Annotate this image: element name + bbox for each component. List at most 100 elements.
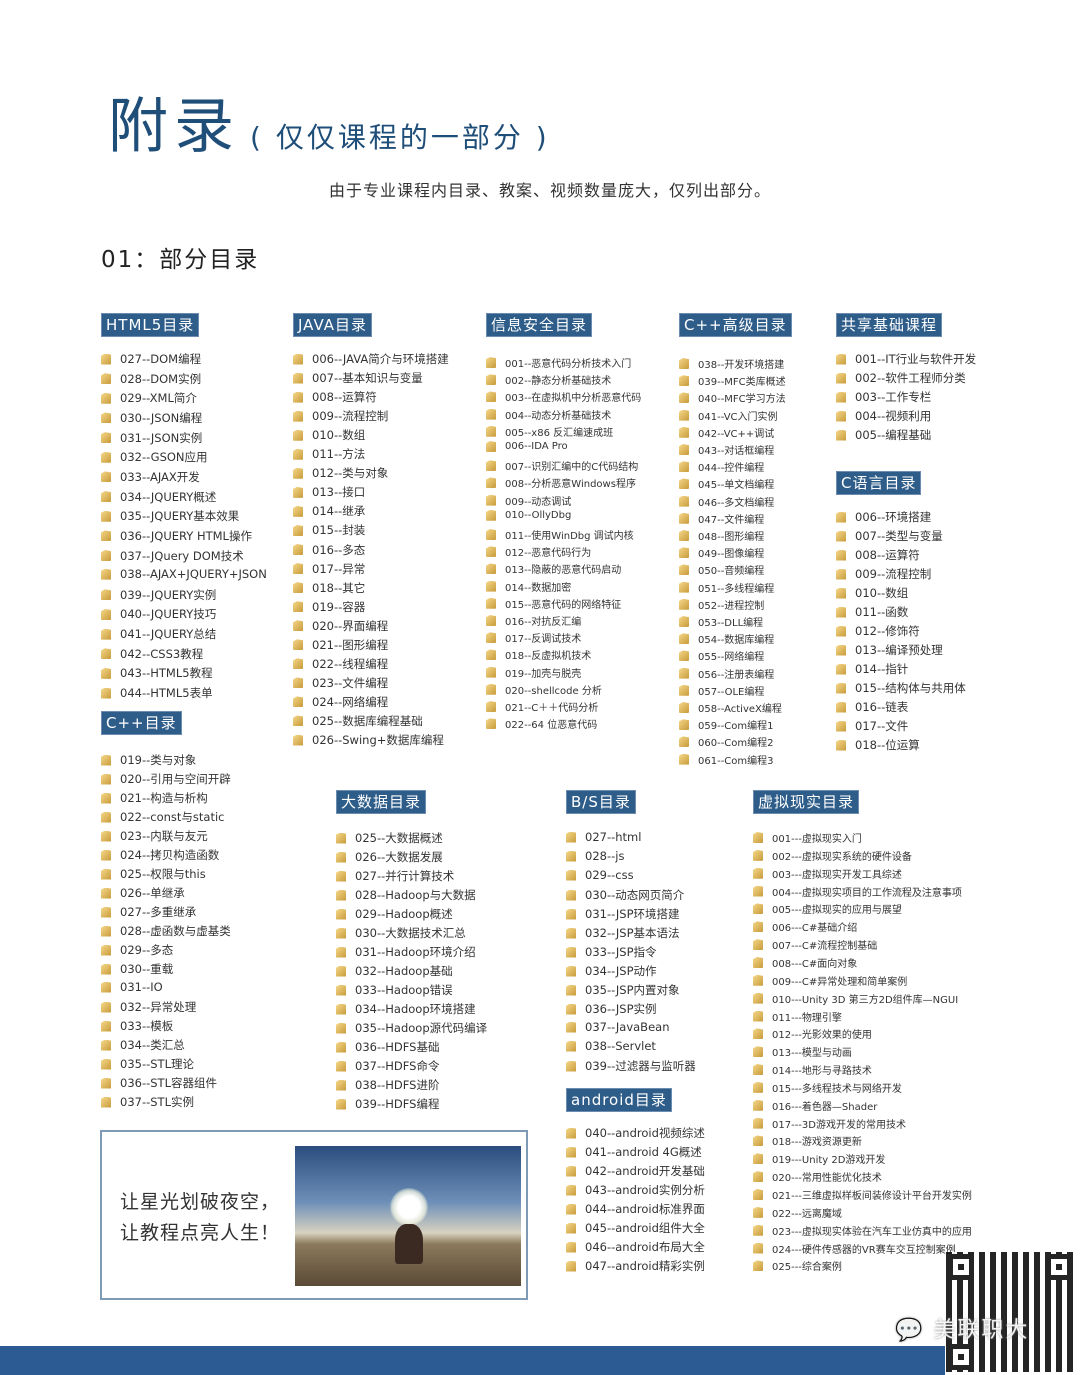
folder-icon bbox=[101, 1096, 111, 1108]
list-item-label: 041--android 4G概述 bbox=[585, 1145, 702, 1159]
list-item: 038--HDFS进阶 bbox=[336, 1077, 439, 1093]
catalog-section: B/S目录 027--html 028--js 029--css 030--动态网页简介… bbox=[566, 790, 696, 1073]
list-item-label: 019--容器 bbox=[312, 599, 366, 614]
folder-icon bbox=[293, 524, 303, 536]
list-item-label: 005---虚拟现实的应用与展望 bbox=[772, 905, 902, 917]
list-item-label: 032--异常处理 bbox=[120, 1000, 197, 1014]
folder-icon bbox=[336, 908, 346, 920]
list-item: 036--JSP实例 bbox=[566, 1001, 657, 1017]
list-item-label: 002---虚拟现实系统的硬件设备 bbox=[772, 851, 912, 863]
list-item-label: 053--DLL编程 bbox=[698, 618, 764, 629]
list-item: 007--识别汇编中的C代码结构 bbox=[486, 458, 638, 473]
list-item-label: 003---虚拟现实开发工具综述 bbox=[772, 869, 902, 881]
catalog-section: C++目录 019--类与对象 020--引用与空间开辟 021--构造与析构 022-… bbox=[101, 711, 231, 1109]
folder-icon bbox=[566, 1040, 576, 1052]
folder-icon bbox=[753, 1081, 763, 1093]
list-item: 021--图形编程 bbox=[293, 637, 388, 653]
list-item: 028--Hadoop与大数据 bbox=[336, 887, 476, 903]
list-item-label: 039--MFC类库概述 bbox=[698, 377, 786, 389]
folder-icon bbox=[486, 683, 496, 695]
folder-icon bbox=[101, 849, 111, 861]
list-item: 023--内联与友元 bbox=[101, 828, 208, 844]
folder-icon bbox=[101, 981, 111, 993]
list-item: 015--恶意代码的网络特征 bbox=[486, 596, 621, 611]
list-item: 030--重载 bbox=[101, 961, 173, 977]
folder-icon bbox=[679, 564, 689, 576]
folder-icon bbox=[753, 1206, 763, 1218]
list-item-label: 034--JQUERY概述 bbox=[120, 489, 217, 504]
catalog-header: JAVA目录 bbox=[293, 313, 373, 337]
list-item-label: 035--JQUERY基本效果 bbox=[120, 509, 240, 524]
list-item-label: 031--IO bbox=[120, 980, 163, 994]
list-item-label: 014--指针 bbox=[855, 662, 909, 676]
list-item: 017---3D游戏开发的常用技术 bbox=[753, 1116, 906, 1131]
list-item-label: 007--基本知识与变量 bbox=[312, 371, 423, 386]
list-item: 061--Com编程3 bbox=[679, 752, 774, 767]
catalog-section: C语言目录 006--环境搭建 007--类型与变量 008--运算符 009--流程控… bbox=[836, 471, 966, 752]
list-item: 021--构造与析构 bbox=[101, 790, 208, 806]
list-item-label: 038--开发环境搭建 bbox=[698, 360, 785, 371]
list-item-label: 045--单文档编程 bbox=[698, 480, 775, 492]
list-item: 013--接口 bbox=[293, 484, 365, 500]
list-item: 041--VC入门实例 bbox=[679, 408, 778, 423]
folder-icon bbox=[753, 1010, 763, 1022]
folder-icon bbox=[753, 939, 763, 951]
list-item-label: 039--过滤器与监听器 bbox=[585, 1059, 696, 1073]
folder-icon bbox=[486, 597, 496, 609]
list-item: 026--Swing+数据库编程 bbox=[293, 732, 444, 748]
folder-icon bbox=[293, 639, 303, 651]
list-item-label: 020--界面编程 bbox=[312, 618, 389, 633]
list-item: 014--数据加密 bbox=[486, 579, 571, 594]
list-item-label: 013--隐蔽的恶意代码启动 bbox=[505, 565, 622, 577]
list-item-label: 026--单继承 bbox=[120, 886, 185, 900]
folder-icon bbox=[566, 927, 576, 939]
list-item: 021---三维虚拟样板间装修设计平台开发实例 bbox=[753, 1187, 972, 1202]
list-item: 043--对话框编程 bbox=[679, 442, 774, 457]
list-item-label: 029--css bbox=[585, 868, 634, 882]
list-item-label: 019--加壳与脱壳 bbox=[505, 668, 582, 680]
list-item-label: 018--位运算 bbox=[855, 738, 920, 752]
list-item: 003--工作专栏 bbox=[836, 389, 931, 405]
list-item: 034--类汇总 bbox=[101, 1037, 185, 1053]
list-item-label: 058--ActiveX编程 bbox=[698, 704, 782, 715]
folder-icon bbox=[753, 832, 763, 843]
list-item-label: 023--内联与友元 bbox=[120, 829, 208, 843]
list-item: 020--shellcode 分析 bbox=[486, 682, 602, 697]
list-item-label: 037--JavaBean bbox=[585, 1020, 670, 1034]
list-item: 014--继承 bbox=[293, 503, 365, 519]
folder-icon bbox=[753, 1135, 763, 1147]
folder-icon bbox=[836, 682, 846, 694]
list-item: 053--DLL编程 bbox=[679, 614, 763, 629]
list-item-label: 016--对抗反汇编 bbox=[505, 617, 582, 628]
list-item: 017--文件 bbox=[836, 718, 908, 734]
title-note: ( 仅仅课程的一部分 ) bbox=[250, 121, 550, 154]
list-item-label: 052--进程控制 bbox=[698, 600, 765, 612]
list-item: 031--JSON实例 bbox=[101, 430, 202, 446]
list-item-label: 006---C#基础介绍 bbox=[772, 923, 858, 935]
folder-icon bbox=[101, 944, 111, 956]
list-item-label: 027--并行计算技术 bbox=[355, 869, 455, 883]
folder-icon bbox=[836, 739, 846, 751]
list-item: 039--过滤器与监听器 bbox=[566, 1058, 696, 1074]
folder-icon bbox=[101, 830, 111, 842]
list-item: 031--Hadoop环境介绍 bbox=[336, 944, 476, 960]
folder-icon bbox=[293, 429, 303, 441]
list-item: 041--android 4G概述 bbox=[566, 1144, 702, 1160]
list-item-label: 003--在虚拟机中分析恶意代码 bbox=[505, 393, 642, 405]
list-item: 020--引用与空间开辟 bbox=[101, 771, 231, 787]
folder-icon bbox=[101, 373, 111, 385]
list-item: 014---地形与寻路技术 bbox=[753, 1062, 872, 1077]
list-item-label: 035--STL理论 bbox=[120, 1057, 194, 1071]
list-item: 042--android开发基础 bbox=[566, 1163, 705, 1179]
catalog-section: 信息安全目录 001--恶意代码分析技术入门 002--静态分析基础技术 003--在… bbox=[486, 313, 641, 731]
folder-icon bbox=[336, 1098, 346, 1110]
list-item-label: 018---游戏资源更新 bbox=[772, 1137, 862, 1149]
slogan-line-2: 让教程点亮人生！ bbox=[120, 1222, 281, 1244]
list-item: 056--注册表编程 bbox=[679, 666, 774, 681]
footer-bar bbox=[0, 1346, 945, 1375]
folder-icon bbox=[486, 441, 496, 452]
list-item-label: 015---多线程技术与网络开发 bbox=[772, 1083, 902, 1095]
list-item: 047--android精彩实例 bbox=[566, 1258, 705, 1274]
list-item-label: 004--动态分析基础技术 bbox=[505, 410, 612, 422]
folder-icon bbox=[486, 666, 496, 678]
